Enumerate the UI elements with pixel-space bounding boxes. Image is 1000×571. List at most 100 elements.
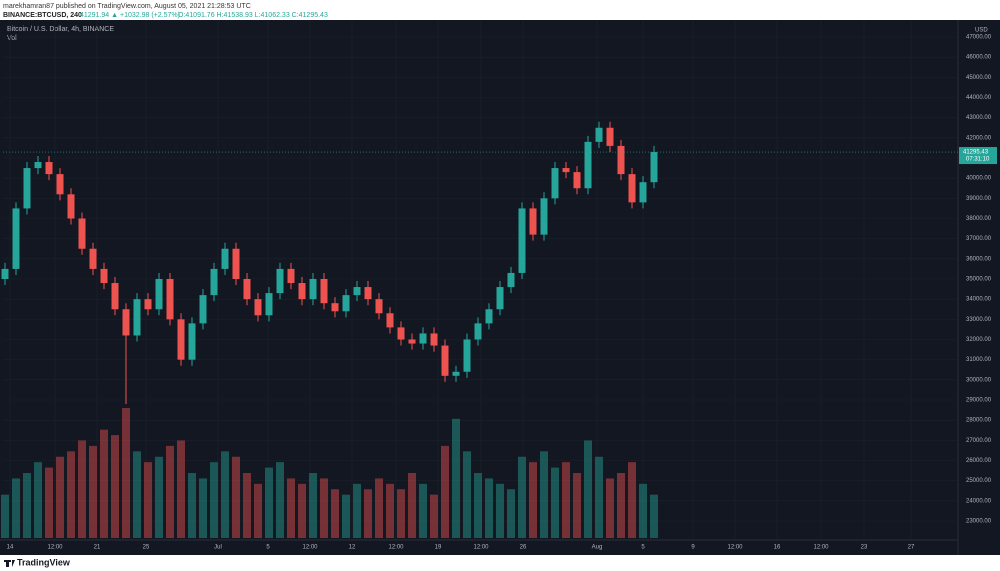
volume-bar	[375, 478, 383, 538]
y-tick-label: 45000.00	[966, 75, 992, 81]
candle-body	[221, 248, 229, 269]
volume-bar	[133, 451, 141, 538]
x-tick-label: 23	[861, 545, 868, 551]
candle-body	[287, 268, 295, 284]
candle-body	[111, 283, 119, 310]
volume-bar	[606, 478, 614, 538]
x-tick-label: Jul	[214, 545, 222, 551]
volume-bar	[584, 440, 592, 538]
volume-bars	[1, 408, 658, 538]
y-tick-label: 25000.00	[966, 478, 992, 484]
candle-body	[452, 371, 460, 376]
volume-bar	[12, 478, 20, 538]
change: 41291.94 ▲ +1032.98 (+2.57%)	[80, 12, 180, 19]
candle-body	[309, 279, 317, 300]
last-price-label: 41295.43	[963, 150, 989, 156]
y-tick-label: 33000.00	[966, 317, 992, 323]
volume-bar	[232, 456, 240, 538]
y-tick-label: 32000.00	[966, 337, 992, 343]
y-tick-label: 35000.00	[966, 277, 992, 283]
candle-body	[496, 287, 504, 310]
candle-body	[177, 319, 185, 360]
y-tick-label: 43000.00	[966, 115, 992, 121]
volume-bar	[628, 462, 636, 538]
candle-body	[529, 208, 537, 235]
candle-body	[430, 333, 438, 346]
candle-body	[342, 295, 350, 312]
volume-bar	[518, 456, 526, 538]
y-tick-label: 27000.00	[966, 438, 992, 444]
candle-body	[353, 287, 361, 296]
volume-bar	[89, 445, 97, 538]
volume-bar	[386, 483, 394, 538]
x-tick-label: 21	[94, 545, 101, 551]
candle-body	[254, 299, 262, 316]
candle-body	[265, 293, 273, 316]
candle-body	[584, 141, 592, 189]
candle-body	[12, 208, 20, 269]
candle-body	[276, 268, 284, 294]
x-tick-label: 12:00	[727, 545, 743, 551]
candle-body	[485, 309, 493, 324]
candle-body	[166, 279, 174, 320]
volume-bar	[166, 445, 174, 538]
x-tick-label: 19	[435, 545, 442, 551]
candle-body	[375, 299, 383, 314]
y-tick-label: 36000.00	[966, 256, 992, 262]
candle-body	[617, 145, 625, 175]
volume-bar	[507, 489, 515, 538]
candle-body	[210, 268, 218, 296]
volume-bar	[485, 478, 493, 538]
x-tick-label: 25	[143, 545, 150, 551]
currency: USD	[975, 28, 988, 34]
x-tick-label: 26	[520, 545, 527, 551]
volume-bar	[23, 473, 31, 538]
y-tick-label: 47000.00	[966, 35, 992, 41]
x-tick-label: 14	[7, 545, 14, 551]
volume-bar	[397, 489, 405, 538]
candle-body	[606, 127, 614, 146]
candle-body	[45, 162, 53, 175]
candle-body	[144, 299, 152, 310]
volume-label: Vol	[7, 35, 17, 42]
candle-body	[133, 299, 141, 336]
candle-body	[551, 168, 559, 199]
volume-bar	[122, 408, 130, 538]
volume-bar	[408, 473, 416, 538]
ohlc: O:41091.76 H:41538.93 L:41062.33 C:41295…	[178, 12, 328, 19]
volume-bar	[617, 473, 625, 538]
volume-bar	[111, 435, 119, 538]
candle-body	[650, 152, 658, 183]
volume-bar	[199, 478, 207, 538]
brand: TradingView	[4, 557, 71, 567]
candle-body	[320, 279, 328, 304]
candle-body	[298, 283, 306, 300]
x-tick-label: 12:00	[813, 545, 829, 551]
candle-body	[78, 218, 86, 249]
candle-body	[89, 248, 97, 269]
candle-body	[1, 268, 9, 279]
y-tick-label: 28000.00	[966, 418, 992, 424]
volume-bar	[221, 451, 229, 538]
volume-bar	[573, 473, 581, 538]
candle-body	[628, 174, 636, 203]
x-tick-label: 27	[908, 545, 915, 551]
y-tick-label: 29000.00	[966, 398, 992, 404]
y-tick-label: 24000.00	[966, 498, 992, 504]
y-tick-label: 39000.00	[966, 196, 992, 202]
volume-bar	[452, 418, 460, 538]
y-tick-label: 37000.00	[966, 236, 992, 242]
y-tick-label: 31000.00	[966, 357, 992, 363]
y-tick-label: 23000.00	[966, 519, 992, 525]
volume-bar	[353, 483, 361, 538]
x-tick-label: 12	[349, 545, 356, 551]
x-tick-label: 12:00	[302, 545, 318, 551]
y-tick-label: 40000.00	[966, 176, 992, 182]
candle-body	[540, 198, 548, 235]
volume-bar	[276, 462, 284, 538]
volume-bar	[287, 478, 295, 538]
chart-title: Bitcoin / U.S. Dollar, 4h, BINANCE	[7, 26, 114, 33]
volume-bar	[650, 494, 658, 538]
volume-bar	[430, 494, 438, 538]
